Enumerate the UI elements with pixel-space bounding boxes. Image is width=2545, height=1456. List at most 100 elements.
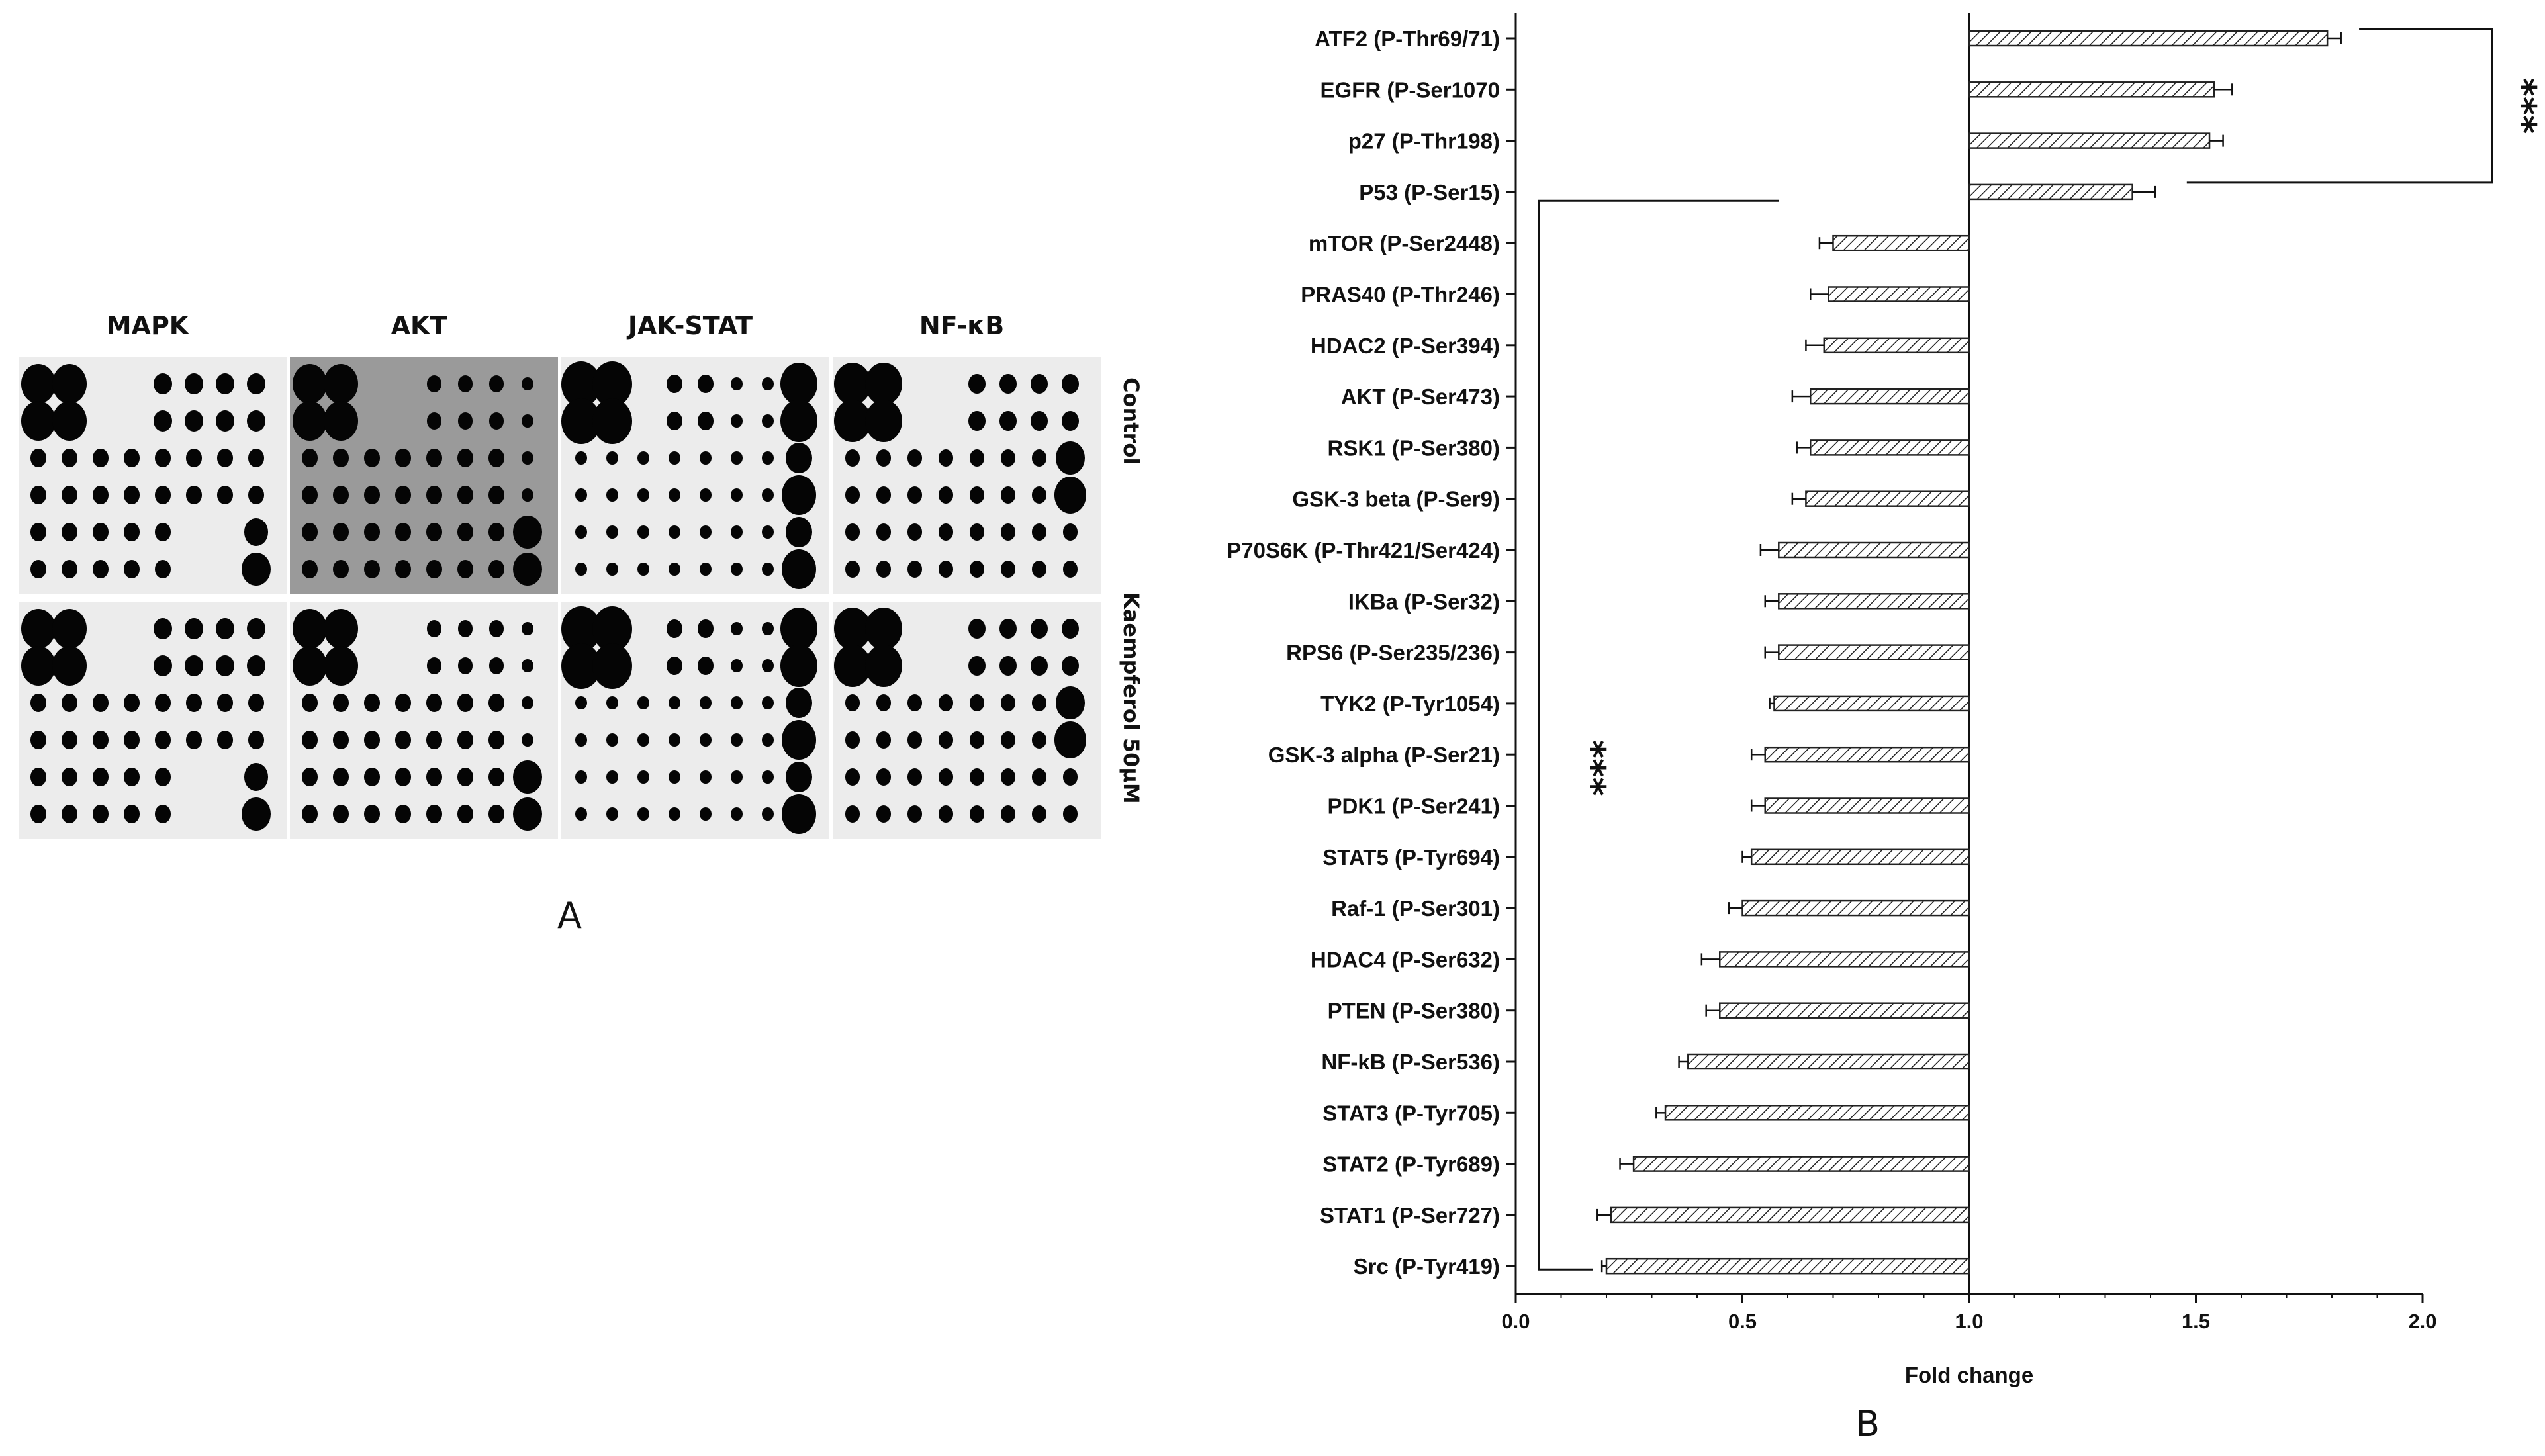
blot-spot xyxy=(62,768,77,786)
blot-spot xyxy=(1001,486,1015,504)
blot-spot xyxy=(426,449,442,467)
blot-spot xyxy=(426,523,442,541)
blot-spot xyxy=(216,655,234,677)
bar xyxy=(1632,1156,1970,1172)
blot-spot xyxy=(1062,656,1079,676)
blot-akt-kaempferol xyxy=(290,602,558,839)
blot-spot xyxy=(155,694,171,712)
bar xyxy=(1664,1105,1970,1121)
blot-spot xyxy=(865,399,902,443)
bar xyxy=(1764,746,1970,763)
blot-spot xyxy=(458,657,473,674)
blot-spot xyxy=(426,768,442,786)
blot-spot xyxy=(968,374,986,394)
blot-spot xyxy=(324,609,358,649)
blot-spot xyxy=(845,768,860,786)
blot-spot xyxy=(293,609,327,649)
blot-spot xyxy=(154,410,172,432)
blot-spot xyxy=(248,449,264,467)
blot-spot xyxy=(155,523,171,541)
blot-spot xyxy=(155,486,171,504)
blot-spot xyxy=(93,768,109,786)
blot-spot xyxy=(154,373,172,395)
x-tick-label: 0.5 xyxy=(1728,1310,1757,1333)
blot-spot xyxy=(333,486,349,504)
blot-spot xyxy=(1001,561,1015,578)
blot-spot xyxy=(426,486,442,504)
category-label: STAT5 (P-Tyr694) xyxy=(1322,845,1500,870)
blot-spot xyxy=(876,486,891,504)
blot-spot xyxy=(762,807,774,821)
blot-spot xyxy=(970,694,984,711)
bar xyxy=(1805,490,1970,507)
blot-spot xyxy=(782,475,816,515)
blot-spot xyxy=(637,696,649,710)
category-label: HDAC2 (P-Ser394) xyxy=(1311,334,1500,358)
blot-spot xyxy=(522,377,533,391)
blot-spot xyxy=(970,731,984,749)
blot-spot xyxy=(427,412,441,430)
blot-spot xyxy=(457,560,473,578)
blot-spot xyxy=(667,375,682,393)
blot-spot xyxy=(216,617,234,640)
blot-spot xyxy=(124,560,140,578)
blot-spot xyxy=(457,449,473,467)
blot-spot xyxy=(513,515,542,549)
bar xyxy=(1605,1257,1970,1275)
blot-spot xyxy=(62,694,77,712)
blot-spot xyxy=(1063,523,1078,541)
blot-spot xyxy=(592,643,632,689)
blot-spot xyxy=(731,770,743,784)
category-label: P70S6K (P-Thr421/Ser424) xyxy=(1226,538,1500,563)
blot-spot xyxy=(1031,411,1048,431)
blot-spot xyxy=(364,694,380,712)
blot-spot xyxy=(302,694,318,712)
blot-spot xyxy=(907,731,922,749)
blot-spot xyxy=(93,449,109,467)
blot-spot xyxy=(1063,805,1078,823)
blot-spot xyxy=(669,696,680,710)
significance-stars-down: *** xyxy=(1571,740,1613,796)
blot-spot xyxy=(30,449,46,467)
blot-spot xyxy=(21,646,56,686)
blot-spot xyxy=(968,411,986,431)
category-label: HDAC4 (P-Ser632) xyxy=(1311,947,1500,972)
blot-spot xyxy=(731,488,743,502)
panel-label-b: B xyxy=(1855,1403,1880,1445)
blot-spot xyxy=(21,401,56,441)
blot-spot xyxy=(782,794,816,834)
blot-spot xyxy=(30,768,46,786)
blot-spot xyxy=(216,410,234,432)
blot-spot xyxy=(333,449,349,467)
blot-spot xyxy=(667,619,682,638)
blot-akt-control xyxy=(290,357,558,594)
blot-spot xyxy=(154,655,172,677)
blot-spot xyxy=(395,560,411,578)
blot-spot xyxy=(575,733,587,747)
category-label: IKBa (P-Ser32) xyxy=(1348,589,1500,614)
category-label: AKT (P-Ser473) xyxy=(1341,385,1500,409)
bar xyxy=(1719,951,1970,968)
blot-spot xyxy=(780,362,817,406)
bar xyxy=(1778,593,1970,610)
blot-spot xyxy=(30,523,46,541)
panel-label-a: A xyxy=(557,895,582,936)
blot-spot xyxy=(30,486,46,504)
blot-spot xyxy=(637,807,649,821)
blot-spot xyxy=(1032,486,1046,504)
bar xyxy=(1810,388,1970,405)
blot-spot xyxy=(907,523,922,541)
blot-spot xyxy=(522,621,533,636)
category-label: P53 (P-Ser15) xyxy=(1359,180,1500,205)
blot-spot xyxy=(762,733,774,747)
blot-spot xyxy=(522,733,533,747)
category-label: RPS6 (P-Ser235/236) xyxy=(1286,641,1500,665)
blot-spot xyxy=(1054,477,1086,514)
blot-spot xyxy=(185,410,203,432)
blot-spot xyxy=(939,768,953,786)
blot-spot xyxy=(364,486,380,504)
blot-spot xyxy=(786,443,812,473)
blot-spot xyxy=(62,805,77,823)
blot-spot xyxy=(293,364,327,404)
blot-spot xyxy=(489,412,504,430)
